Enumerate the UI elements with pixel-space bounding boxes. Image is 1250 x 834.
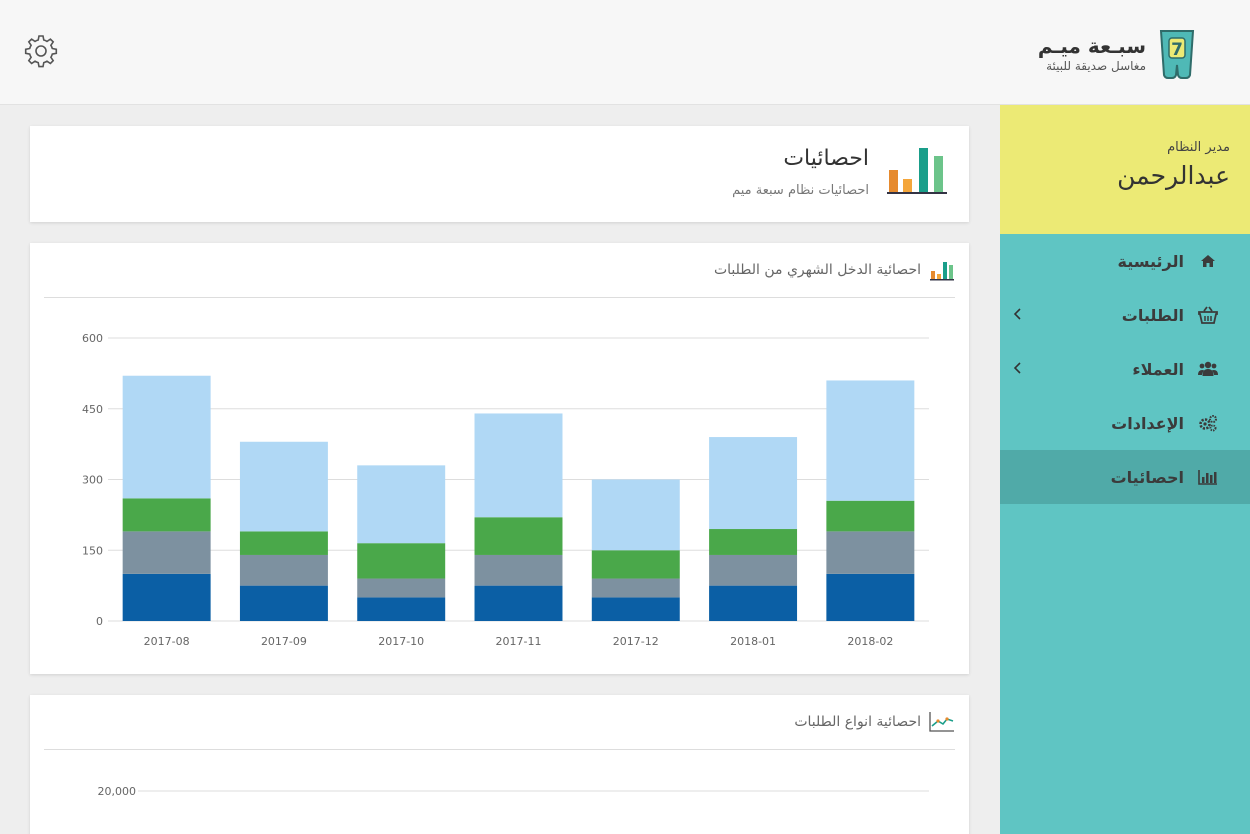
- user-name: عبدالرحمن: [1117, 161, 1230, 190]
- brand-logo: 7: [1158, 28, 1196, 80]
- bar-segment[interactable]: [239, 441, 328, 532]
- x-tick-label: 2018-02: [847, 635, 893, 648]
- sidebar-item-label: الرئيسية: [1117, 251, 1185, 271]
- bar-segment[interactable]: [474, 554, 563, 586]
- bar-segment[interactable]: [357, 543, 446, 579]
- order-types-chart-title: احصائية انواع الطلبات: [794, 714, 921, 730]
- bar-segment[interactable]: [709, 437, 798, 530]
- bar-segment[interactable]: [826, 380, 915, 501]
- bar-segment[interactable]: [122, 531, 211, 574]
- divider: [44, 749, 955, 750]
- brand[interactable]: 7 سبـعة ميـم مغاسل صديقة للبيئة: [1038, 27, 1196, 81]
- y-tick-label: 450: [82, 403, 103, 416]
- sidebar-item-label: احصائيات: [1110, 467, 1184, 487]
- x-tick-label: 2017-12: [613, 635, 659, 648]
- brand-name: سبـعة ميـم: [1037, 34, 1146, 58]
- y-tick-label: 20,000: [98, 785, 137, 798]
- bar-segment[interactable]: [357, 597, 446, 621]
- x-tick-label: 2017-09: [261, 635, 307, 648]
- bar-segment[interactable]: [591, 479, 680, 551]
- page-title: احصائيات: [783, 146, 869, 171]
- chevron-left-icon: [1012, 306, 1024, 320]
- sidebar-item-settings[interactable]: الإعدادات: [1000, 396, 1250, 450]
- bar-segment[interactable]: [709, 529, 798, 555]
- bar-segment[interactable]: [474, 413, 563, 518]
- bar-segment[interactable]: [122, 375, 211, 499]
- divider: [44, 297, 955, 298]
- bar-segment[interactable]: [357, 578, 446, 598]
- sidebar-item-label: العملاء: [1132, 359, 1184, 379]
- bar-segment[interactable]: [357, 465, 446, 544]
- sidebar-item-statistics[interactable]: احصائيات: [1000, 450, 1250, 504]
- x-tick-label: 2018-01: [730, 635, 776, 648]
- sidebar-item-label: الإعدادات: [1111, 413, 1184, 433]
- statistics-chart-icon: [887, 146, 949, 198]
- sidebar-item-label: الطلبات: [1121, 305, 1184, 325]
- sidebar: مدير النظام عبدالرحمن الرئيسية الطلبات ا…: [1000, 105, 1250, 834]
- sidebar-item-customers[interactable]: العملاء: [1000, 342, 1250, 396]
- basket-icon: [1198, 306, 1218, 324]
- brand-logo-mark: 7: [1171, 40, 1183, 60]
- home-icon: [1198, 252, 1218, 270]
- income-stacked-bar-chart: 0 150 300 450 600 2017-08 2017-09 2017-10 2017-1…: [82, 332, 929, 648]
- page-header-card: احصائيات احصائيات نظام سبعة ميم: [30, 126, 969, 222]
- y-tick-label: 150: [82, 544, 103, 557]
- user-profile: مدير النظام عبدالرحمن: [1000, 105, 1250, 234]
- order-types-chart-card: احصائية انواع الطلبات 20,000: [30, 695, 969, 834]
- settings-gear-icon[interactable]: [24, 34, 58, 68]
- bar-segment[interactable]: [239, 531, 328, 555]
- income-chart-title: احصائية الدخل الشهري من الطلبات: [713, 262, 921, 278]
- order-types-line-chart: 20,000: [98, 785, 929, 798]
- bar-segment[interactable]: [474, 517, 563, 555]
- sidebar-item-home[interactable]: الرئيسية: [1000, 234, 1250, 288]
- bar-segment[interactable]: [239, 585, 328, 621]
- bar-segment[interactable]: [826, 573, 915, 621]
- y-tick-label: 0: [96, 615, 103, 628]
- x-tick-label: 2017-11: [496, 635, 542, 648]
- line-chart-icon: [929, 711, 955, 733]
- bar-segment[interactable]: [474, 585, 563, 621]
- bar-segment[interactable]: [591, 597, 680, 621]
- page-subtitle: احصائيات نظام سبعة ميم: [732, 183, 869, 198]
- bar-segment[interactable]: [709, 585, 798, 621]
- income-chart-card: احصائية الدخل الشهري من الطلبات 0 150 300 4…: [30, 243, 969, 674]
- bar-segment[interactable]: [591, 578, 680, 598]
- bar-segment[interactable]: [122, 573, 211, 621]
- brand-tagline: مغاسل صديقة للبيئة: [1046, 59, 1146, 73]
- bar-segment[interactable]: [239, 554, 328, 586]
- y-tick-label: 300: [82, 474, 103, 487]
- sidebar-item-orders[interactable]: الطلبات: [1000, 288, 1250, 342]
- bar-segment[interactable]: [826, 500, 915, 532]
- bar-chart-icon: [1198, 468, 1218, 486]
- bar-segment[interactable]: [826, 531, 915, 574]
- chevron-left-icon: [1012, 360, 1024, 374]
- top-bar: 7 سبـعة ميـم مغاسل صديقة للبيئة: [0, 0, 1250, 105]
- bar-segment[interactable]: [709, 554, 798, 586]
- users-icon: [1198, 360, 1218, 378]
- y-tick-label: 600: [82, 332, 103, 345]
- cogs-icon: [1198, 414, 1218, 432]
- bar-segment[interactable]: [122, 498, 211, 532]
- x-tick-label: 2017-08: [144, 635, 190, 648]
- user-role: مدير النظام: [1167, 140, 1230, 155]
- bar-chart-icon: [929, 259, 955, 281]
- x-tick-label: 2017-10: [378, 635, 424, 648]
- bar-segment[interactable]: [591, 550, 680, 579]
